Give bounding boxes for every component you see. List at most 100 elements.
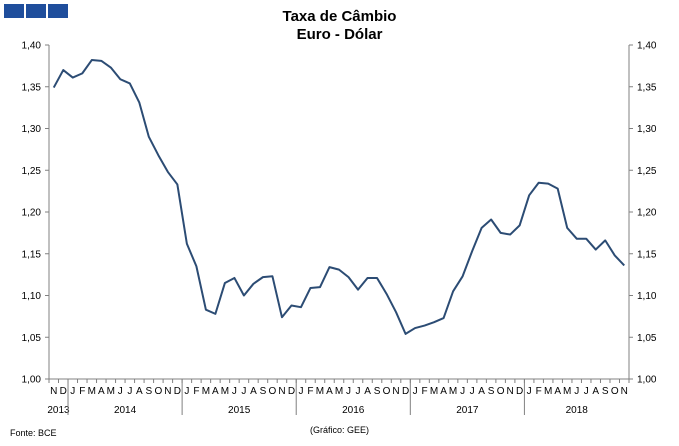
x-month-label: N bbox=[50, 386, 57, 397]
data-point bbox=[509, 234, 511, 236]
data-point bbox=[129, 82, 131, 84]
data-point bbox=[62, 69, 64, 71]
data-point bbox=[623, 264, 625, 266]
x-month-label: O bbox=[154, 386, 162, 397]
data-point bbox=[328, 266, 330, 268]
logo-block bbox=[48, 4, 68, 18]
y-tick-label-right: 1,40 bbox=[637, 41, 657, 52]
x-month-label: J bbox=[413, 386, 418, 397]
series-line bbox=[52, 59, 625, 335]
source-note: Fonte: BCE bbox=[10, 428, 57, 438]
x-month-label: A bbox=[212, 386, 219, 397]
y-tick-label-left: 1,35 bbox=[22, 82, 42, 93]
y-tick-label-left: 1,00 bbox=[22, 375, 42, 386]
y-tick-label-right: 1,15 bbox=[637, 249, 657, 260]
data-point bbox=[576, 238, 578, 240]
data-point bbox=[538, 182, 540, 184]
data-point bbox=[443, 317, 445, 319]
data-point bbox=[595, 249, 597, 251]
y-tick-label-left: 1,25 bbox=[22, 166, 42, 177]
data-point bbox=[195, 265, 197, 267]
y-tick-label-right: 1,00 bbox=[637, 375, 657, 386]
x-month-label: M bbox=[88, 386, 96, 397]
logo-block bbox=[26, 4, 46, 18]
data-point bbox=[119, 78, 121, 80]
y-tick-label-right: 1,05 bbox=[637, 333, 657, 344]
x-month-label: A bbox=[364, 386, 371, 397]
chart-credit: (Gráfico: GEE) bbox=[309, 425, 369, 435]
x-month-label: A bbox=[440, 386, 447, 397]
data-point bbox=[376, 277, 378, 279]
data-point bbox=[262, 276, 264, 278]
y-tick-label-right: 1,20 bbox=[637, 208, 657, 219]
x-year-label: 2015 bbox=[228, 405, 251, 416]
y-tick-label-left: 1,10 bbox=[22, 291, 42, 302]
data-point bbox=[138, 102, 140, 104]
data-point bbox=[338, 269, 340, 271]
data-point bbox=[357, 289, 359, 291]
x-month-label: F bbox=[307, 386, 313, 397]
x-month-label: A bbox=[554, 386, 561, 397]
x-month-label: O bbox=[611, 386, 619, 397]
data-point bbox=[157, 154, 159, 156]
x-year-label: 2014 bbox=[114, 405, 137, 416]
x-month-label: A bbox=[478, 386, 485, 397]
data-point bbox=[214, 313, 216, 315]
x-month-label: J bbox=[118, 386, 123, 397]
chart-title: Taxa de Câmbio Euro - Dólar bbox=[0, 8, 679, 44]
y-tick-label-right: 1,35 bbox=[637, 82, 657, 93]
y-tick-label-left: 1,05 bbox=[22, 333, 42, 344]
x-month-label: M bbox=[449, 386, 457, 397]
x-month-label: F bbox=[79, 386, 85, 397]
chart-title-line2: Euro - Dólar bbox=[296, 26, 383, 43]
data-point bbox=[395, 311, 397, 313]
data-point bbox=[271, 275, 273, 277]
x-month-label: S bbox=[260, 386, 267, 397]
data-point bbox=[367, 277, 369, 279]
x-month-label: N bbox=[392, 386, 399, 397]
data-point bbox=[481, 227, 483, 229]
y-tick-label-left: 1,20 bbox=[22, 208, 42, 219]
data-point bbox=[281, 316, 283, 318]
y-tick-label-left: 1,40 bbox=[22, 41, 42, 52]
data-point bbox=[167, 171, 169, 173]
x-month-label: N bbox=[164, 386, 171, 397]
data-point bbox=[547, 183, 549, 185]
data-point bbox=[243, 295, 245, 297]
data-point bbox=[72, 77, 74, 79]
data-point bbox=[252, 283, 254, 285]
y-tick-label-right: 1,25 bbox=[637, 166, 657, 177]
x-month-label: M bbox=[335, 386, 343, 397]
x-month-label: D bbox=[402, 386, 409, 397]
data-point bbox=[91, 59, 93, 61]
data-point bbox=[604, 239, 606, 241]
x-month-label: M bbox=[221, 386, 229, 397]
x-month-label: D bbox=[60, 386, 67, 397]
data-point bbox=[471, 250, 473, 252]
x-month-label: A bbox=[250, 386, 257, 397]
data-point bbox=[300, 306, 302, 308]
data-point bbox=[452, 290, 454, 292]
x-month-label: M bbox=[107, 386, 115, 397]
x-month-label: A bbox=[136, 386, 143, 397]
x-month-label: D bbox=[516, 386, 523, 397]
data-point bbox=[81, 72, 83, 74]
x-month-label: O bbox=[269, 386, 277, 397]
x-month-label: J bbox=[184, 386, 189, 397]
y-tick-label-left: 1,30 bbox=[22, 124, 42, 135]
x-month-label: J bbox=[232, 386, 237, 397]
x-month-label: M bbox=[430, 386, 438, 397]
data-point bbox=[528, 194, 530, 196]
data-point bbox=[224, 282, 226, 284]
x-month-label: J bbox=[574, 386, 579, 397]
x-month-label: F bbox=[536, 386, 542, 397]
data-point bbox=[148, 136, 150, 138]
x-month-label: A bbox=[592, 386, 599, 397]
x-month-label: N bbox=[278, 386, 285, 397]
data-point bbox=[309, 287, 311, 289]
data-point bbox=[110, 67, 112, 69]
x-month-label: M bbox=[544, 386, 552, 397]
x-month-label: S bbox=[146, 386, 153, 397]
x-month-label: J bbox=[346, 386, 351, 397]
